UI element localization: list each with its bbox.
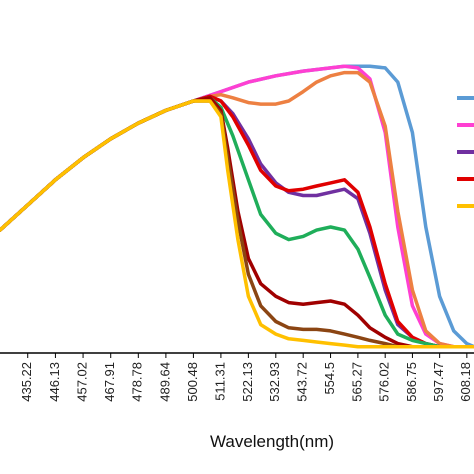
x-axis-title: Wavelength(nm)	[210, 432, 334, 451]
x-tick-label: 597.47	[431, 362, 446, 402]
series-layer	[0, 64, 474, 349]
x-tick-label: 511.31	[212, 362, 227, 401]
x-ticks: 435.22 446.13 457.02 467.91 478.78 489.64 500.…	[19, 353, 473, 402]
x-tick-label: 586.75	[404, 362, 419, 402]
x-tick-label: 532.93	[267, 362, 282, 402]
x-tick-label: 478.78	[130, 362, 145, 402]
x-tick-label: 489.64	[157, 362, 172, 402]
x-tick-label: 543.72	[295, 362, 310, 402]
x-tick-label: 565.27	[349, 362, 364, 402]
x-tick-label: 608.18	[458, 362, 473, 402]
x-tick-label: 500.48	[185, 362, 200, 402]
series-line-9	[0, 99, 474, 349]
x-tick-label: 467.91	[102, 362, 117, 402]
x-tick-label: 435.22	[19, 362, 34, 402]
x-tick-label: 522.13	[240, 362, 255, 402]
x-tick-label: 457.02	[75, 362, 90, 402]
x-tick-label: 554.5	[322, 362, 337, 395]
x-tick-label: 576.02	[377, 362, 392, 402]
legend	[457, 96, 474, 208]
x-tick-label: 446.13	[47, 362, 62, 402]
